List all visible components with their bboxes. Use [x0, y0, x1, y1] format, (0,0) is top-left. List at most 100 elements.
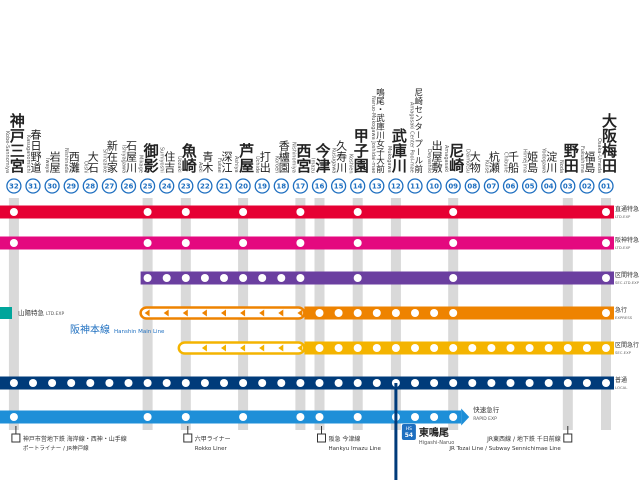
- stop-dot: [220, 379, 228, 387]
- stop-dot: [487, 379, 496, 387]
- branch-prefix: HS: [406, 426, 412, 432]
- service-label-ja: 普通: [615, 376, 627, 384]
- station-number: 22: [200, 183, 210, 191]
- station-name-en: Sumiyoshi: [158, 147, 165, 173]
- station-name: Chibune 千船: [501, 30, 521, 173]
- station-name-ja: 御影: [141, 143, 160, 173]
- station-name-ja: 甲子園: [351, 128, 370, 173]
- stop-dot: [544, 344, 553, 352]
- stop-dot: [411, 413, 419, 421]
- station-name-ja: 大阪梅田: [600, 113, 618, 173]
- station-number-badge: [502, 178, 519, 194]
- station-number-badge: [464, 178, 480, 194]
- stop-dot: [29, 379, 37, 387]
- stop-marker: [240, 344, 246, 352]
- station-name-en: Imazu: [309, 157, 316, 173]
- stop-dot: [449, 379, 458, 387]
- station-number-badge: [63, 178, 79, 194]
- station-name: Mukogawa 武庫川: [386, 30, 408, 173]
- station-name-ja: 岩屋: [48, 151, 62, 173]
- station-name-ja: 青木: [200, 151, 214, 173]
- stop-dot: [602, 274, 610, 282]
- station-number-badge: [101, 178, 118, 194]
- stop-dot: [9, 413, 18, 421]
- stop-dot: [181, 208, 190, 216]
- stop-dot: [353, 344, 362, 352]
- transfer-icon: [317, 433, 326, 443]
- station-name-en: Iwaya: [44, 158, 51, 173]
- service-line-arrow: [461, 408, 470, 426]
- stop-dot: [372, 379, 381, 387]
- station-number: 29: [66, 183, 76, 191]
- station-name: Aoki 青木: [195, 30, 215, 173]
- station-name-ja: 打出: [258, 151, 272, 173]
- station-name-ja: 鳴尾・武庫川女子大前: [374, 88, 385, 173]
- station-number-badge: [6, 178, 22, 194]
- station-name-en: Uchide: [254, 155, 261, 173]
- station-name-ja: 大石: [86, 151, 100, 173]
- station-name: Shinzaike 新在家: [99, 30, 119, 173]
- service-line: [140, 271, 614, 285]
- station-number: 32: [9, 183, 19, 191]
- service-label-en: EXPRESS: [615, 315, 633, 320]
- station-number-badge: [273, 178, 289, 194]
- station-name: Naruo-Mukogawa Joshidai-mae 鳴尾・武庫川女子大前: [367, 30, 387, 173]
- stop-dot: [582, 379, 591, 387]
- stop-dot: [277, 379, 286, 387]
- branch-line: [394, 383, 398, 480]
- station-number-badge: [350, 178, 366, 194]
- service-line: [0, 410, 462, 424]
- station-number: 30: [47, 183, 57, 191]
- station-name: Kuise 杭瀬: [481, 30, 501, 173]
- station-number: 18: [276, 183, 286, 191]
- stop-dot: [602, 344, 610, 352]
- station-name: Iwaya 岩屋: [42, 30, 62, 173]
- transfer-icon: [11, 433, 21, 443]
- stop-dot: [162, 379, 171, 387]
- station-name-ja: 新在家: [105, 140, 119, 173]
- station-name: Daimotsu 大物: [462, 30, 482, 173]
- stop-dot: [200, 274, 209, 282]
- station-name: Ashiya 芦屋: [233, 30, 256, 173]
- stop-dot: [67, 379, 76, 387]
- station-name-en: Uozaki: [175, 156, 182, 173]
- station-name: Osaka-Umeda 大阪梅田: [596, 30, 618, 173]
- station-name-en: Nishinomiya: [290, 142, 297, 173]
- station-number: 07: [487, 183, 497, 191]
- station-number: 31: [28, 183, 38, 191]
- station-number: 01: [601, 183, 611, 191]
- stop-dot: [525, 344, 534, 352]
- station-name-ja: 武庫川: [389, 128, 408, 173]
- stop-dot: [372, 309, 381, 317]
- station-name-en: Ishiyagawa: [120, 144, 127, 173]
- station-number: 25: [143, 183, 153, 191]
- stop-dot: [239, 239, 248, 247]
- station-number-badge: [216, 178, 232, 194]
- station-name-ja: 芦屋: [237, 143, 256, 173]
- station-name-ja: 出屋敷: [430, 140, 444, 173]
- stop-dot: [296, 413, 305, 421]
- station-name-en: Kasuganomichi: [25, 134, 31, 173]
- stop-dot: [181, 274, 190, 282]
- station-name-en: Aoki: [196, 162, 203, 173]
- stop-dot: [525, 379, 534, 387]
- stop-dot: [315, 379, 324, 387]
- station-number: 05: [525, 183, 535, 191]
- stop-dot: [143, 208, 152, 216]
- stop-dot: [411, 379, 419, 387]
- stop-dot: [162, 274, 171, 282]
- stop-dot: [582, 344, 591, 352]
- station-name-ja: 姫島: [525, 151, 539, 173]
- stop-dot: [449, 309, 458, 317]
- station-number: 28: [85, 183, 95, 191]
- stop-dot: [602, 379, 610, 387]
- station-name-ja: 千船: [506, 151, 520, 173]
- station-name: Amagasaki Center Pool-mae 尼崎センタープール前: [405, 30, 425, 173]
- stop-dot: [334, 344, 343, 352]
- station-name-ja: 大物: [468, 151, 482, 173]
- station-name: Koshien 甲子園: [348, 30, 370, 173]
- stop-dot: [449, 239, 458, 247]
- station-name: Deyashiki 出屋敷: [424, 30, 444, 173]
- stop-dot: [258, 379, 267, 387]
- station-name: Amagasaki 尼崎: [443, 30, 465, 173]
